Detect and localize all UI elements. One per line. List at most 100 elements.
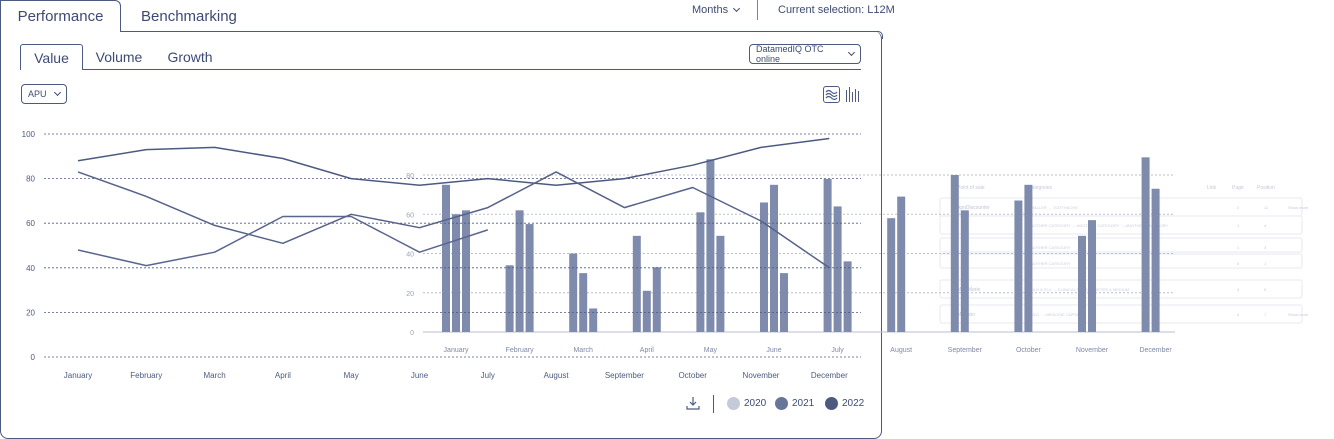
- line-x-tick-label: June: [411, 371, 429, 380]
- bar: [706, 159, 715, 332]
- legend-label-2022: 2022: [842, 398, 865, 409]
- bar-chart-icon[interactable]: [845, 86, 861, 103]
- bar-y-tick-label: 80: [406, 173, 414, 180]
- bar: [579, 273, 588, 332]
- line-x-tick-label: December: [811, 371, 848, 380]
- legend-item-2020[interactable]: 2020: [727, 397, 766, 410]
- bar: [887, 218, 896, 332]
- table-cell-more: Show more: [1288, 205, 1309, 210]
- line-x-tick-label: January: [64, 371, 92, 380]
- tab-performance[interactable]: Performance: [0, 0, 121, 32]
- line-x-tick-label: September: [605, 371, 644, 380]
- table-cell-position: 4: [1264, 223, 1267, 228]
- bar: [1014, 200, 1023, 332]
- header-separator: [757, 0, 758, 20]
- bar: [589, 308, 598, 332]
- bar: [569, 253, 578, 332]
- bar-x-tick-label: July: [831, 347, 844, 354]
- table-row: [939, 215, 1303, 235]
- bar: [780, 273, 788, 332]
- series-line-2022: [77, 215, 489, 267]
- table-cell-position: 11: [1264, 205, 1269, 210]
- line-y-tick-label: 0: [31, 353, 36, 362]
- tab-growth[interactable]: Growth: [160, 44, 220, 70]
- bar-x-tick-label: January: [444, 347, 469, 354]
- table-header: Link: [1207, 185, 1217, 191]
- header-divider: [121, 31, 879, 32]
- bar: [1088, 220, 1096, 332]
- line-x-tick-label: November: [743, 371, 780, 380]
- bar: [462, 210, 470, 332]
- bar: [525, 224, 534, 332]
- series-line-2021: [77, 171, 830, 269]
- table-cell-cats: ANOTHER CATEGORY: [1028, 261, 1071, 266]
- subtab-divider: [83, 69, 861, 70]
- bar: [642, 290, 651, 332]
- bar-x-tick-label: September: [948, 347, 983, 354]
- bar-x-tick-label: May: [704, 347, 718, 354]
- download-icon[interactable]: [686, 396, 700, 410]
- bar: [652, 267, 661, 332]
- table-cell-page: 4: [1237, 312, 1240, 317]
- bar: [897, 196, 906, 332]
- bar: [760, 202, 768, 332]
- legend-label-2021: 2021: [792, 398, 815, 409]
- period-select[interactable]: Months: [692, 4, 741, 16]
- bar-y-tick-label: 0: [410, 330, 414, 337]
- bar-x-tick-label: February: [506, 347, 535, 354]
- line-y-tick-label: 40: [26, 264, 35, 273]
- tab-value-label: Value: [34, 49, 69, 66]
- bar: [452, 214, 460, 332]
- table-cell-cats: ANOTHER CATEGORY: [1028, 245, 1071, 250]
- bar-x-tick-label: December: [1139, 347, 1172, 354]
- legend-item-2021[interactable]: 2021: [775, 397, 814, 410]
- bar-x-tick-label: June: [766, 347, 781, 354]
- table-row: [939, 279, 1303, 299]
- line-x-tick-label: July: [481, 371, 495, 380]
- wave-chart-icon[interactable]: [823, 86, 840, 103]
- table-header: Position: [1257, 185, 1275, 191]
- legend-divider: [713, 395, 714, 413]
- bar: [843, 261, 852, 332]
- bar-x-tick-label: August: [890, 347, 912, 354]
- metric-select[interactable]: APU: [21, 84, 67, 104]
- tab-volume-label: Volume: [95, 49, 143, 65]
- bar-x-tick-label: October: [1016, 347, 1042, 354]
- table-cell-pos: ApoDiscounter: [957, 205, 990, 211]
- bar-x-tick-label: November: [1076, 347, 1109, 354]
- line-x-tick-label: May: [344, 371, 359, 380]
- tab-volume[interactable]: Volume: [90, 44, 148, 70]
- bar: [505, 265, 514, 332]
- bar-y-tick-label: 40: [406, 252, 414, 259]
- series-line-2020: [77, 137, 830, 187]
- bar-x-tick-label: March: [573, 347, 593, 354]
- table-cell-page: 1: [1237, 245, 1240, 250]
- table-header: Page: [1232, 185, 1244, 191]
- bar: [515, 210, 524, 332]
- tab-value[interactable]: Value: [20, 44, 83, 70]
- source-select-label: DatamedIQ OTC online: [756, 44, 824, 64]
- line-x-tick-label: October: [678, 371, 707, 380]
- table-cell-cats: ANOTHER CATEGORY → ANOTHER CATEGORY → AN…: [1028, 223, 1168, 228]
- line-x-tick-label: March: [203, 371, 225, 380]
- legend-dot-2021: [775, 397, 788, 410]
- table-row: [939, 304, 1303, 324]
- table-cell-page: 1: [1237, 223, 1240, 228]
- line-x-tick-label: February: [130, 371, 162, 380]
- bar: [632, 235, 641, 332]
- table-cell-page: 2: [1237, 205, 1240, 210]
- bar-x-tick-label: April: [640, 347, 654, 354]
- bar-y-tick-label: 60: [406, 212, 414, 219]
- legend-label-2020: 2020: [744, 398, 767, 409]
- period-select-label: Months: [692, 4, 729, 16]
- table-cell-position: 7: [1264, 312, 1267, 317]
- legend-item-2022[interactable]: 2022: [825, 397, 864, 410]
- source-select[interactable]: DatamedIQ OTC online: [749, 44, 861, 64]
- tab-benchmarking[interactable]: Benchmarking: [121, 0, 257, 32]
- bar: [1151, 188, 1160, 332]
- table-cell-position: 5: [1264, 287, 1267, 292]
- line-y-tick-label: 20: [26, 308, 35, 317]
- line-y-tick-label: 60: [26, 219, 35, 228]
- table-row: [939, 237, 1303, 253]
- bar: [1024, 184, 1033, 332]
